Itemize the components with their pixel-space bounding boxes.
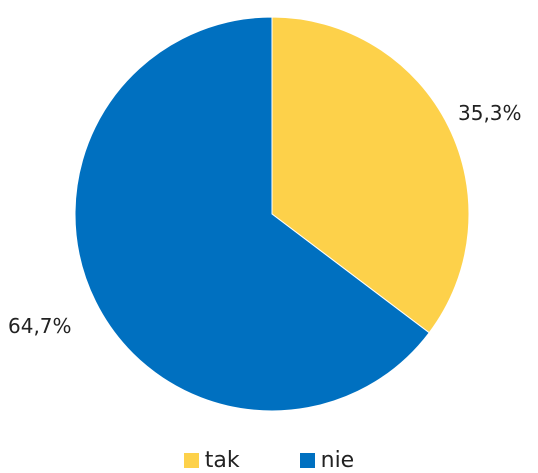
legend: tak nie	[0, 448, 538, 473]
legend-item-nie: nie	[299, 448, 355, 473]
legend-item-tak: tak	[183, 448, 240, 473]
pie-slice-tak	[271, 16, 470, 334]
pie-slice-nie	[74, 16, 430, 412]
legend-swatch-tak	[183, 453, 199, 468]
legend-swatch-nie	[299, 453, 315, 468]
pie-slices	[74, 16, 470, 412]
legend-label-nie: nie	[320, 448, 355, 473]
legend-label-tak: tak	[204, 448, 240, 473]
data-label-nie: 64,7%	[8, 314, 72, 338]
data-label-tak: 35,3%	[458, 101, 522, 125]
